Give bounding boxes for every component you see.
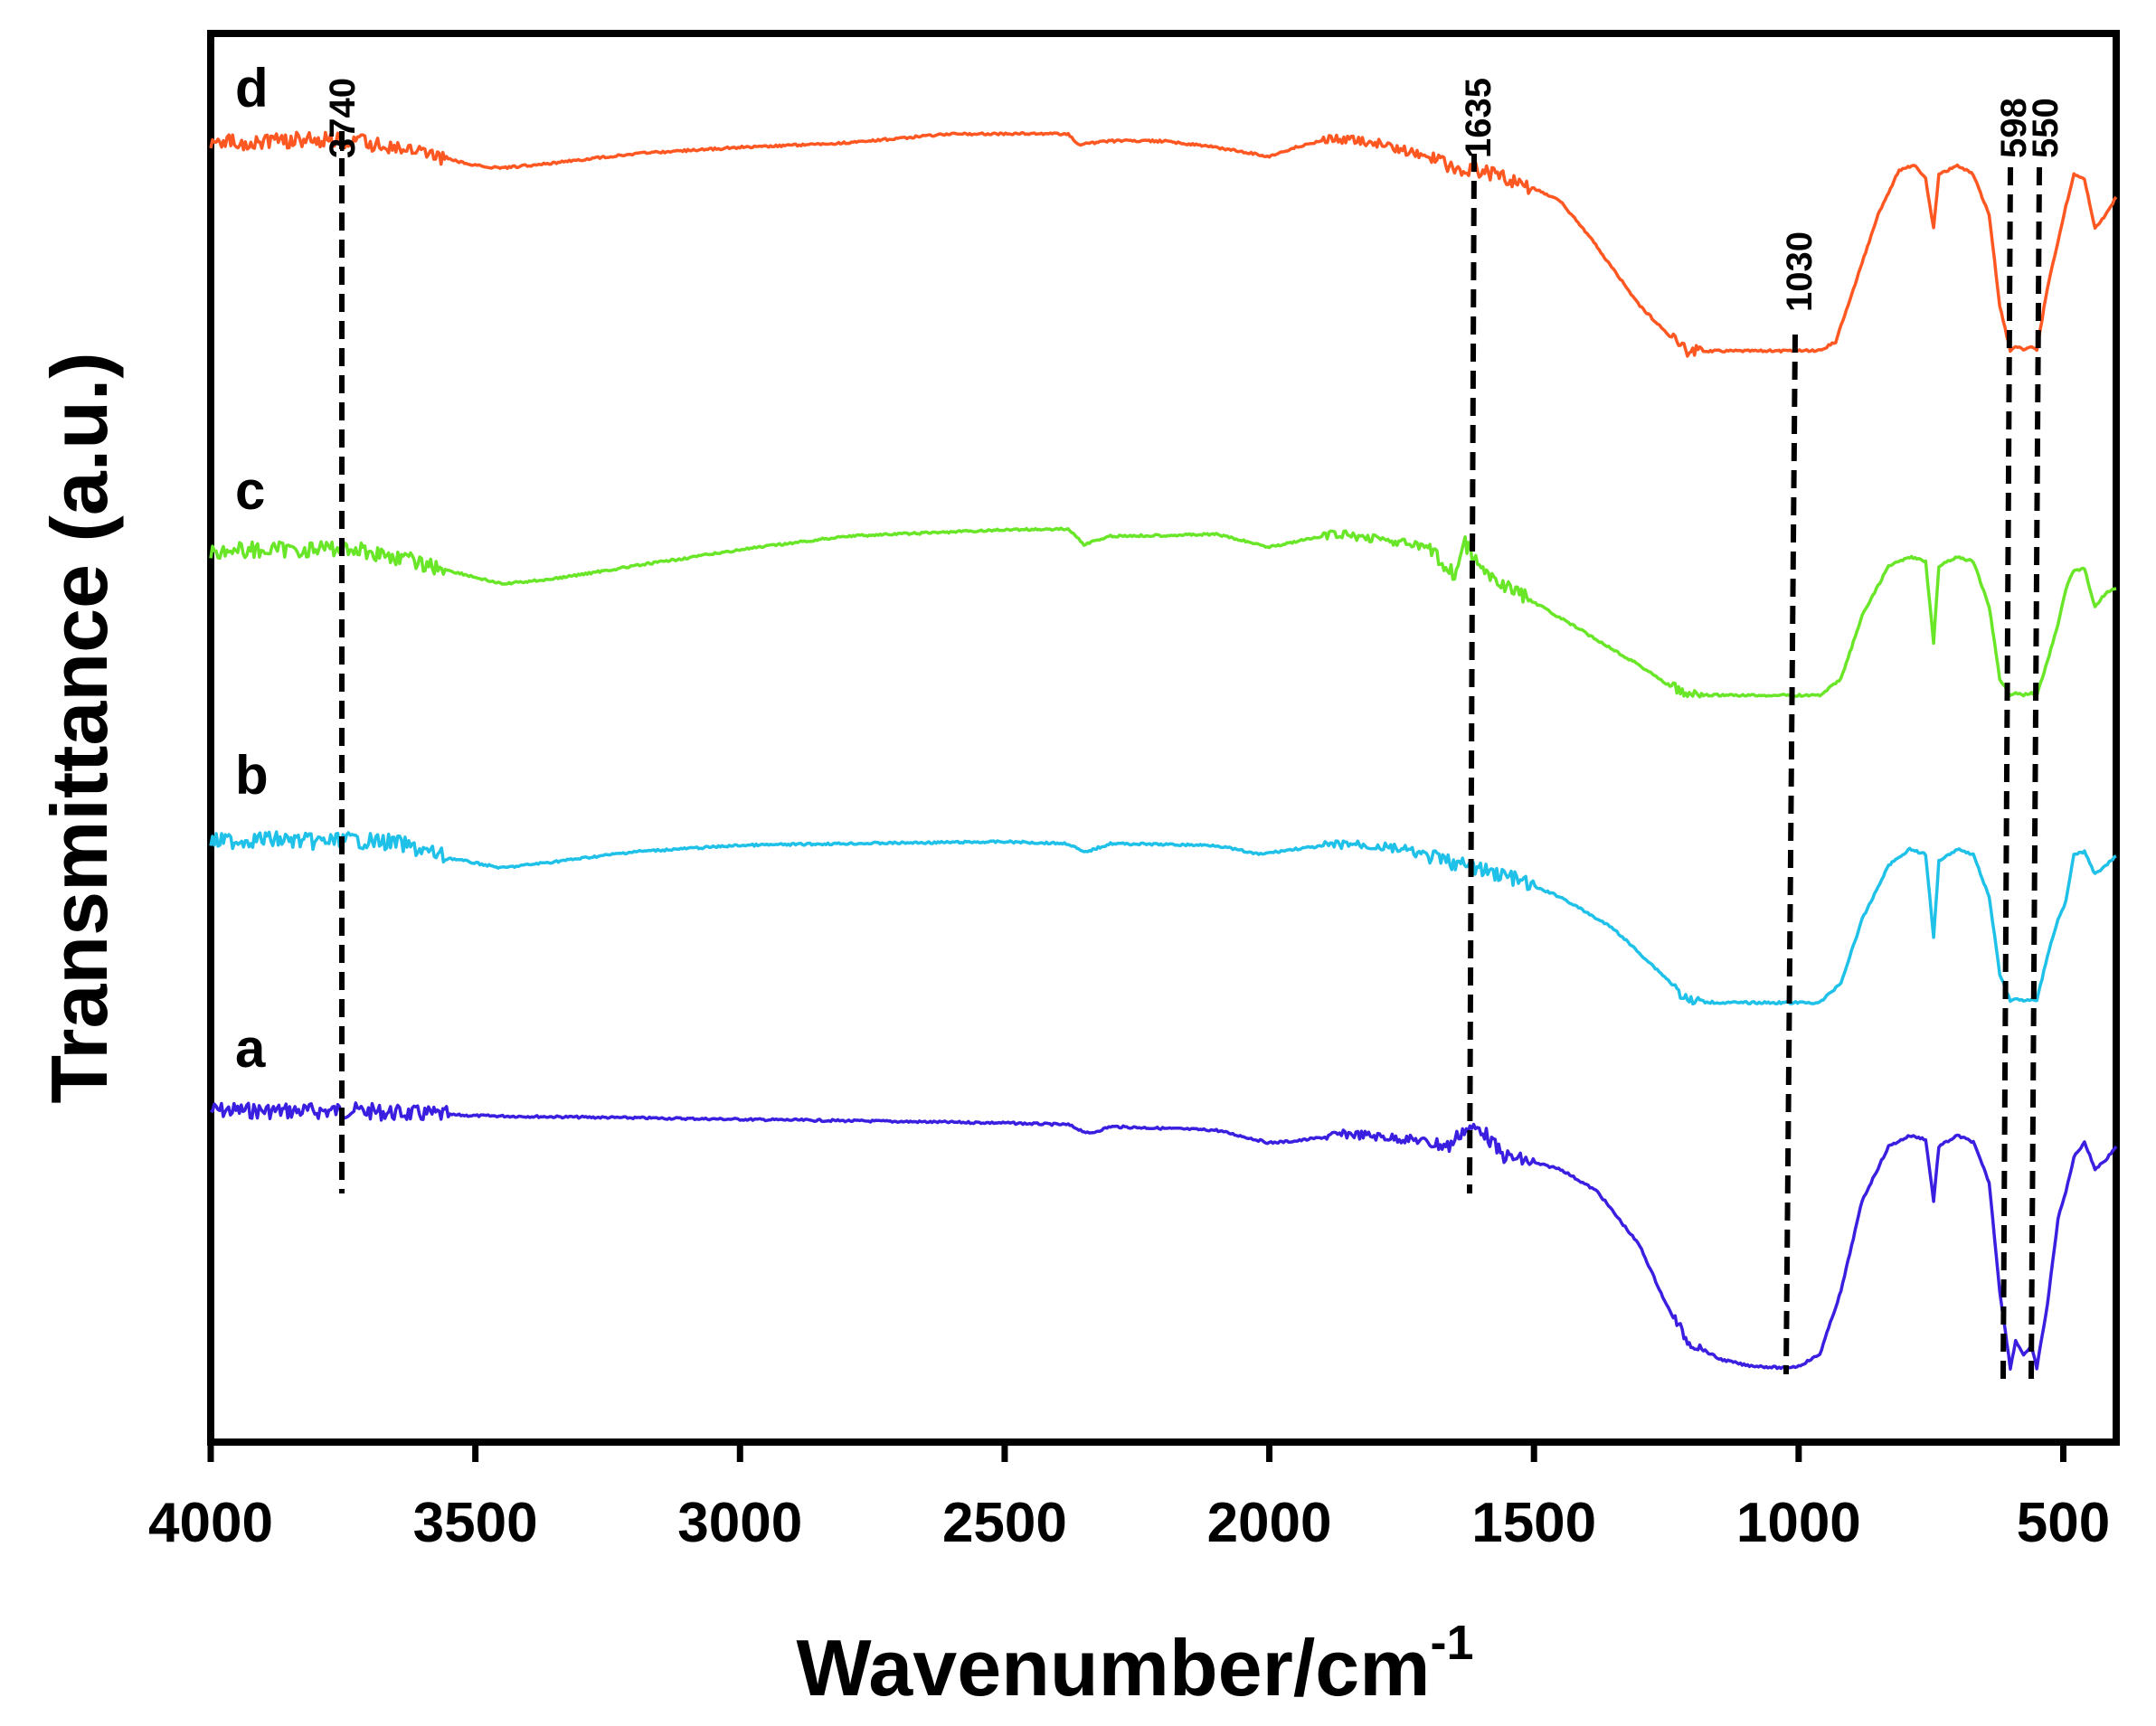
series-label-c: c (235, 460, 265, 521)
y-axis-title: Transmittance (a.u.) (34, 352, 124, 1103)
series-line-b (209, 830, 2117, 1006)
series-layer (209, 130, 2118, 1371)
x-axis-title: Wavenumber/cm-1 (797, 1616, 1474, 1712)
annotation-line-1030 (1783, 334, 1798, 1375)
annotation-line-550 (2028, 166, 2042, 1380)
annotation-label-1030: 1030 (1780, 231, 1820, 312)
x-tick-label-2000: 2000 (1207, 1492, 1332, 1554)
series-label-a: a (235, 1018, 266, 1079)
annotation-line-598 (2000, 166, 2013, 1380)
annotation-label-1635: 1635 (1459, 78, 1499, 158)
annotation-label-550: 550 (2026, 98, 2066, 158)
x-tick-label-4000: 4000 (148, 1492, 273, 1554)
series-line-a (210, 1101, 2118, 1371)
x-axis: 4000 3500 3000 2500 2000 1500 1000 500 (148, 1442, 2110, 1554)
x-tick-label-1000: 1000 (1736, 1492, 1861, 1554)
series-label-d: d (235, 58, 269, 118)
annotation-line-1635 (1467, 153, 1477, 1194)
annotation-label-3740: 3740 (323, 78, 363, 158)
annotation-label-598: 598 (1994, 98, 2034, 158)
x-axis-title-main: Wavenumber/cm (797, 1623, 1431, 1712)
x-tick-label-2500: 2500 (942, 1492, 1067, 1554)
series-label-layer: a b c d (235, 58, 269, 1079)
plot-frame (207, 30, 2120, 1446)
x-tick-label-3500: 3500 (413, 1492, 538, 1554)
series-line-c (209, 526, 2117, 699)
x-tick-label-500: 500 (2017, 1492, 2110, 1554)
x-tick-label-1500: 1500 (1471, 1492, 1596, 1554)
x-tick-label-3000: 3000 (677, 1492, 802, 1554)
series-label-b: b (235, 745, 269, 806)
x-axis-title-exponent: -1 (1430, 1616, 1473, 1670)
series-line-d (209, 130, 2118, 358)
